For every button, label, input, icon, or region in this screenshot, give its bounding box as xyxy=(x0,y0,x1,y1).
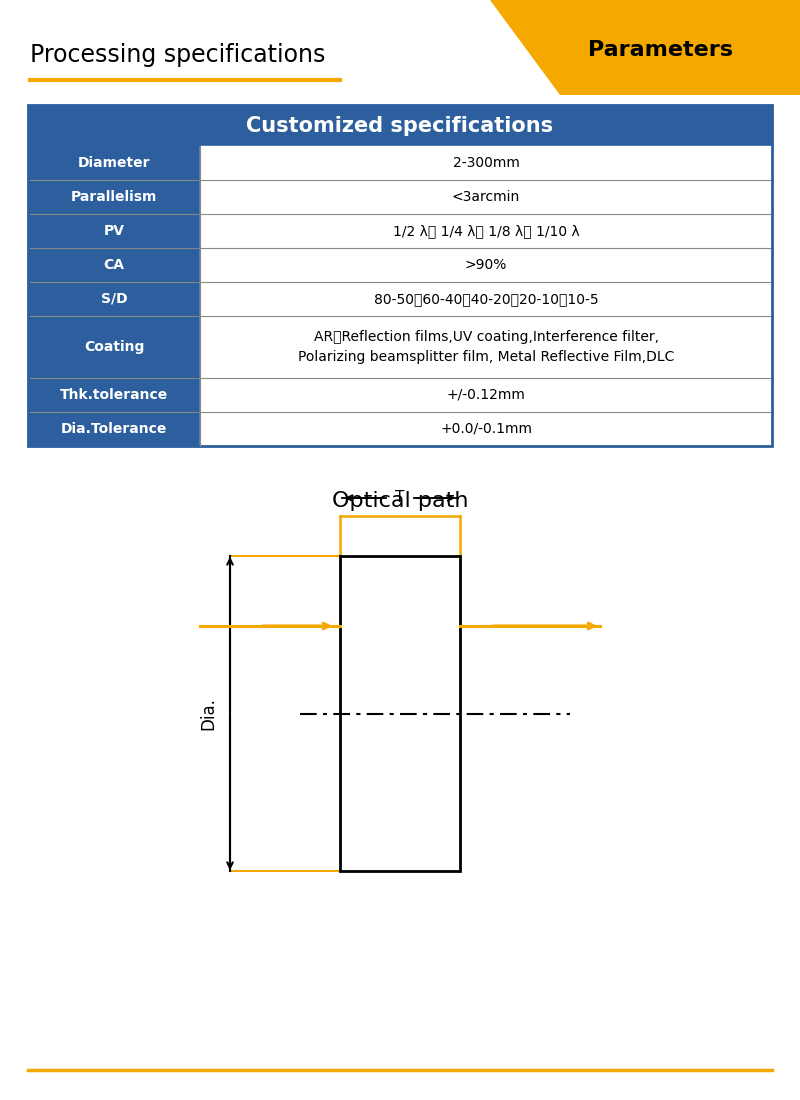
Text: Customized specifications: Customized specifications xyxy=(246,116,554,135)
Text: CA: CA xyxy=(103,258,125,272)
Text: 80-50、60-40、40-20、20-10、10-5: 80-50、60-40、40-20、20-10、10-5 xyxy=(374,292,598,306)
Text: Dia.Tolerance: Dia.Tolerance xyxy=(61,422,167,436)
Text: Parameters: Parameters xyxy=(587,40,733,60)
Text: Processing specifications: Processing specifications xyxy=(30,43,326,67)
Text: Coating: Coating xyxy=(84,340,144,354)
Text: >90%: >90% xyxy=(465,258,507,272)
Polygon shape xyxy=(340,556,460,871)
Text: Dia.: Dia. xyxy=(199,697,217,730)
Text: AR、Reflection films,UV coating,Interference filter,
Polarizing beamsplitter film: AR、Reflection films,UV coating,Interfere… xyxy=(298,330,674,364)
Text: Optical path: Optical path xyxy=(332,491,468,512)
Text: +/-0.12mm: +/-0.12mm xyxy=(446,388,526,401)
Text: +0.0/-0.1mm: +0.0/-0.1mm xyxy=(440,422,532,436)
Text: Parallelism: Parallelism xyxy=(71,190,157,204)
Text: 2-300mm: 2-300mm xyxy=(453,156,519,170)
Text: <3arcmin: <3arcmin xyxy=(452,190,520,204)
Polygon shape xyxy=(490,0,800,95)
Text: S/D: S/D xyxy=(101,292,127,306)
Text: PV: PV xyxy=(103,224,125,238)
Text: 1/2 λ、 1/4 λ、 1/8 λ、 1/10 λ: 1/2 λ、 1/4 λ、 1/8 λ、 1/10 λ xyxy=(393,224,579,238)
Text: T: T xyxy=(395,491,405,506)
Text: Diameter: Diameter xyxy=(78,156,150,170)
Text: Thk.tolerance: Thk.tolerance xyxy=(60,388,168,401)
